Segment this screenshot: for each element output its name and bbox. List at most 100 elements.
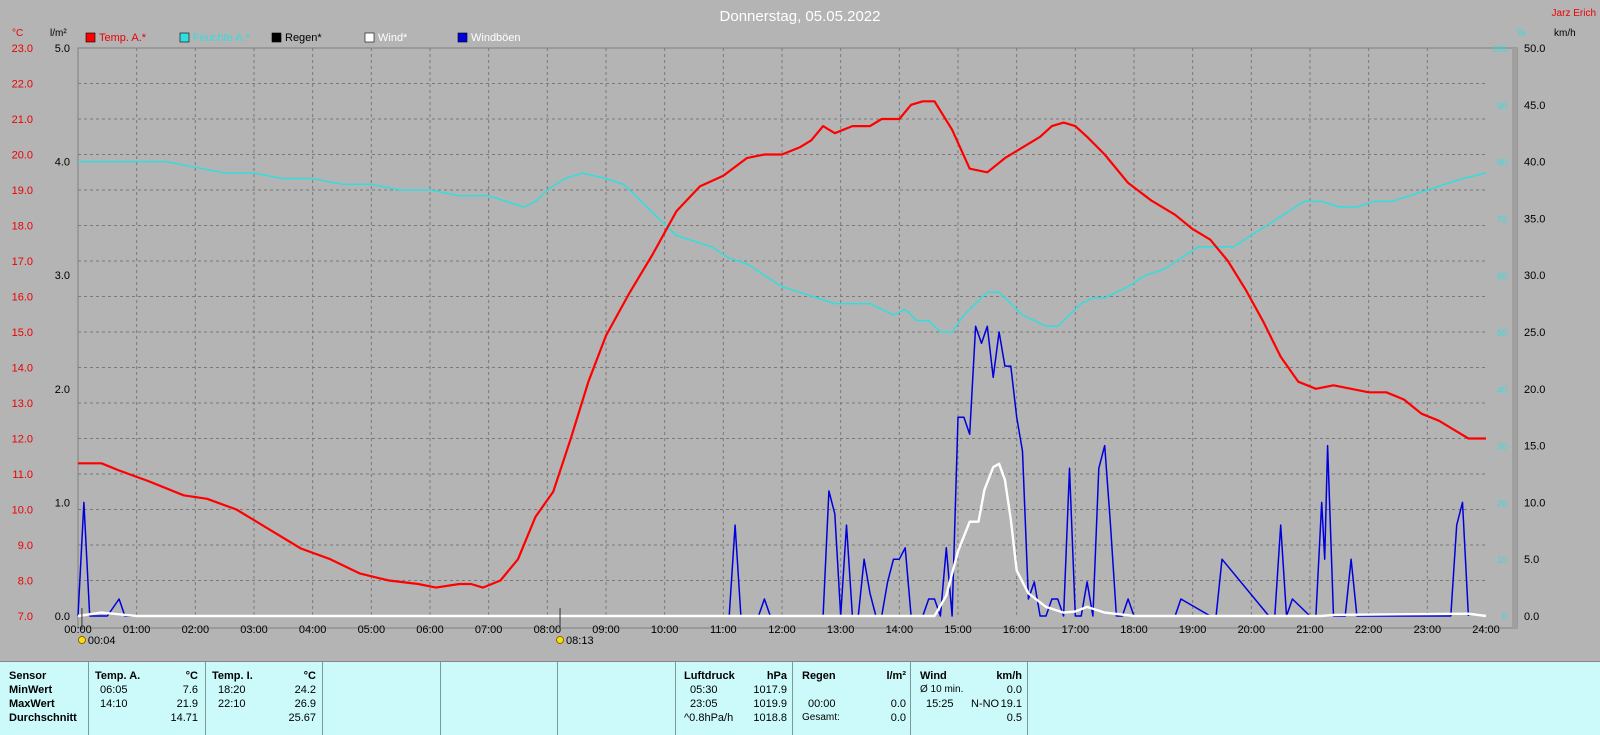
rain-title: Regen: [802, 670, 836, 682]
wind-tick-label: 5.0: [1524, 554, 1539, 566]
event-markers: 00:04 08:13: [78, 608, 594, 647]
pressure-title: Luftdruck: [684, 670, 735, 682]
x-tick-label: 15:00: [944, 624, 972, 636]
axes: 00:00 01:00 02:00 03:00 04:00 05:00 06:00 07:00…: [12, 43, 1546, 636]
x-tick-label: 08:00: [534, 624, 562, 636]
temp-tick-label: 22.0: [12, 79, 33, 91]
wind-current: 0.5: [1006, 712, 1022, 724]
row-label-max: MaxWert: [9, 698, 55, 710]
series-feuchte-a: [78, 160, 1487, 333]
hum-tick-label: 30: [1497, 442, 1507, 452]
x-tick-label: 17:00: [1062, 624, 1090, 636]
wind-tick-label: 10.0: [1524, 497, 1545, 509]
temp-a-avg: 14.71: [170, 712, 198, 724]
temp-tick-label: 13.0: [12, 398, 33, 410]
legend-swatch: [179, 32, 190, 43]
rain-tick-label: 0.0: [55, 611, 70, 623]
temp-a-min-time: 06:05: [100, 684, 128, 696]
temp-tick-label: 8.0: [18, 576, 33, 588]
wind-max-time: 15:25: [926, 698, 954, 710]
temp-unit-label: °C: [12, 28, 23, 39]
wind-tick-label: 35.0: [1524, 213, 1545, 225]
hum-tick-label: 20: [1497, 498, 1507, 508]
legend-swatch: [85, 32, 96, 43]
hum-tick-label: 40: [1497, 385, 1507, 395]
hum-tick-label: 0: [1502, 612, 1507, 622]
pressure-current: 1018.8: [753, 712, 787, 724]
chart-title: Donnerstag, 05.05.2022: [720, 8, 881, 25]
rain-tick-label: 2.0: [55, 384, 70, 396]
temp-i-max-time: 22:10: [218, 698, 246, 710]
x-tick-label: 10:00: [651, 624, 679, 636]
x-tick-label: 03:00: [240, 624, 268, 636]
wind-tick-label: 40.0: [1524, 157, 1545, 169]
temp-a-min: 7.6: [182, 684, 198, 696]
x-tick-label: 20:00: [1238, 624, 1266, 636]
temp-tick-label: 9.0: [18, 540, 33, 552]
x-tick-label: 13:00: [827, 624, 855, 636]
temp-i-avg: 25.67: [288, 712, 316, 724]
sun-icon: [556, 636, 564, 644]
temp-i-min-time: 18:20: [218, 684, 246, 696]
x-tick-label: 11:00: [710, 624, 737, 636]
wind-avg: 0.0: [1006, 684, 1022, 696]
temp-tick-label: 12.0: [12, 434, 33, 446]
legend-label: Temp. A.*: [99, 32, 147, 44]
wind-unit-label: km/h: [1554, 28, 1576, 39]
hum-tick-label: 70: [1497, 214, 1507, 224]
x-tick-label: 00:00: [64, 624, 92, 636]
legend-swatch: [364, 32, 375, 43]
legend-label: Feuchte A.*: [193, 32, 251, 44]
rain-max-time: 00:00: [808, 698, 836, 710]
legend-label: Windböen: [471, 32, 521, 44]
pressure-trend: ^0.8hPa/h: [684, 712, 734, 724]
wind-max: 19.1: [1000, 698, 1022, 710]
x-tick-label: 21:00: [1296, 624, 1324, 636]
wind-tick-label: 50.0: [1524, 43, 1545, 55]
row-label-min: MinWert: [9, 684, 53, 696]
wind-tick-label: 15.0: [1524, 441, 1545, 453]
sun-icon: [78, 636, 86, 644]
x-tick-label: 05:00: [358, 624, 386, 636]
temp-tick-label: 16.0: [12, 292, 33, 304]
temp-i-max: 26.9: [294, 698, 316, 710]
temp-tick-label: 17.0: [12, 256, 33, 268]
x-tick-label: 24:00: [1472, 624, 1500, 636]
hum-tick-label: 80: [1497, 158, 1507, 168]
x-tick-label: 07:00: [475, 624, 503, 636]
pressure-max-time: 23:05: [690, 698, 718, 710]
series-wind: [77, 462, 1487, 618]
x-tick-label: 02:00: [182, 624, 210, 636]
wind-unit: km/h: [996, 670, 1022, 682]
x-tick-label: 06:00: [416, 624, 444, 636]
pressure-min: 1017.9: [753, 684, 787, 696]
hum-tick-label: 100: [1492, 44, 1507, 54]
marker-time-label: 08:13: [566, 635, 594, 647]
rain-tick-label: 1.0: [55, 497, 70, 509]
rain-max: 0.0: [890, 698, 906, 710]
wind-avg-label: Ø 10 min.: [920, 684, 964, 695]
legend-label: Regen*: [285, 32, 322, 44]
pressure-max: 1019.9: [753, 698, 787, 710]
pressure-min-time: 05:30: [690, 684, 718, 696]
temp-i-unit: °C: [303, 670, 316, 682]
x-tick-label: 09:00: [592, 624, 620, 636]
plot-area: [77, 47, 1518, 629]
temp-tick-label: 21.0: [12, 114, 33, 126]
temp-tick-label: 23.0: [12, 43, 33, 55]
legend-label: Wind*: [378, 32, 408, 44]
rain-tick-label: 3.0: [55, 270, 70, 282]
temp-tick-label: 18.0: [12, 221, 33, 233]
x-tick-label: 14:00: [886, 624, 914, 636]
x-tick-label: 22:00: [1355, 624, 1383, 636]
marker-time-label: 00:04: [88, 635, 116, 647]
rain-total: 0.0: [890, 712, 906, 724]
row-label-avg: Durchschnitt: [9, 712, 77, 724]
grid: [78, 48, 1486, 616]
wind-tick-label: 45.0: [1524, 100, 1545, 112]
legend: Temp. A.* Feuchte A.* Regen* Wind* Windböen: [85, 32, 521, 44]
author-label: Jarz Erich: [1552, 8, 1596, 19]
temp-a-title: Temp. A.: [95, 670, 141, 682]
hum-tick-label: 50: [1497, 328, 1507, 338]
temp-i-min: 24.2: [294, 684, 316, 696]
